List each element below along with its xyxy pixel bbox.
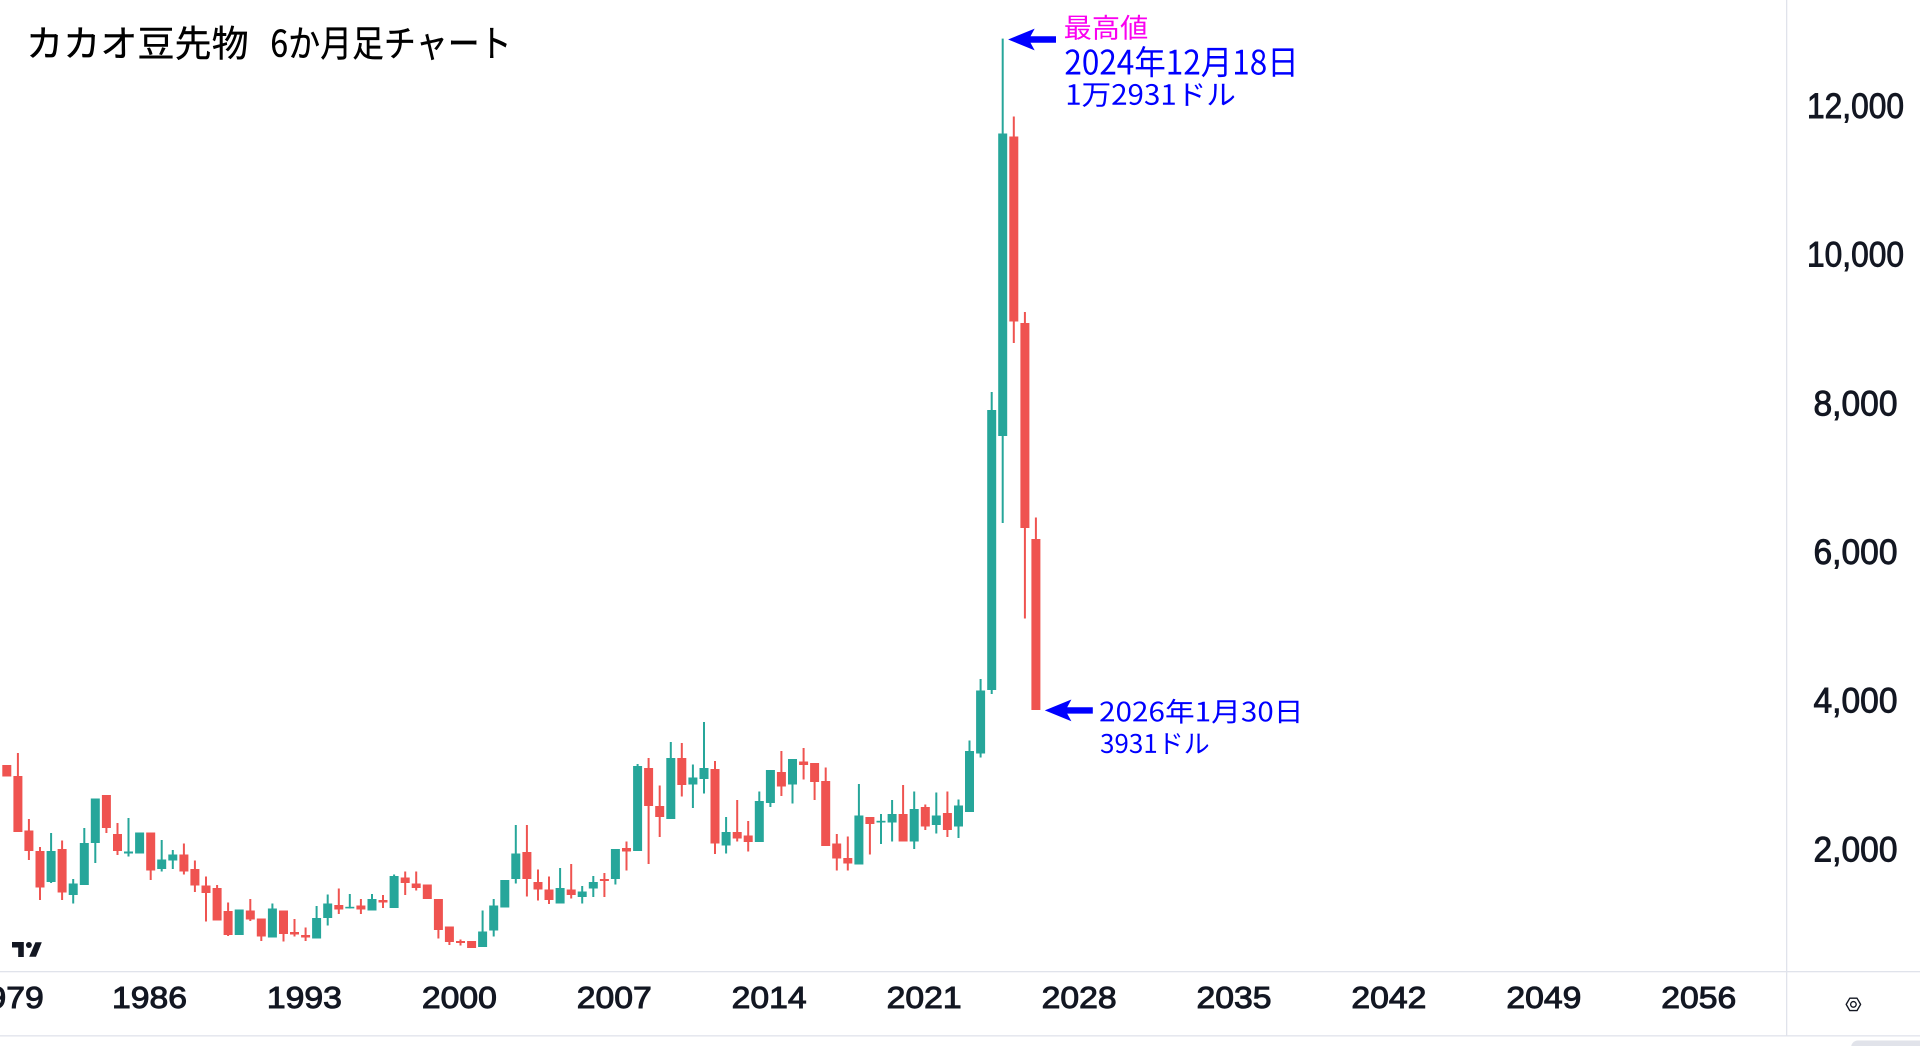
- svg-text:2049: 2049: [1506, 980, 1581, 1015]
- svg-text:4,000: 4,000: [1814, 682, 1898, 721]
- svg-text:1979: 1979: [0, 980, 44, 1015]
- svg-text:1986: 1986: [112, 980, 187, 1015]
- svg-text:2000: 2000: [422, 980, 497, 1015]
- svg-text:8,000: 8,000: [1814, 385, 1898, 424]
- svg-text:10,000: 10,000: [1807, 236, 1904, 275]
- svg-text:2042: 2042: [1351, 980, 1426, 1015]
- svg-text:6,000: 6,000: [1814, 533, 1898, 572]
- svg-text:12,000: 12,000: [1807, 87, 1904, 126]
- svg-text:2,000: 2,000: [1814, 831, 1898, 870]
- svg-text:2035: 2035: [1197, 980, 1272, 1015]
- svg-text:2007: 2007: [577, 980, 652, 1015]
- svg-text:2014: 2014: [732, 980, 807, 1015]
- svg-text:2028: 2028: [1042, 980, 1117, 1015]
- svg-text:2021: 2021: [887, 980, 962, 1015]
- svg-text:2056: 2056: [1661, 980, 1736, 1015]
- svg-text:1993: 1993: [267, 980, 342, 1015]
